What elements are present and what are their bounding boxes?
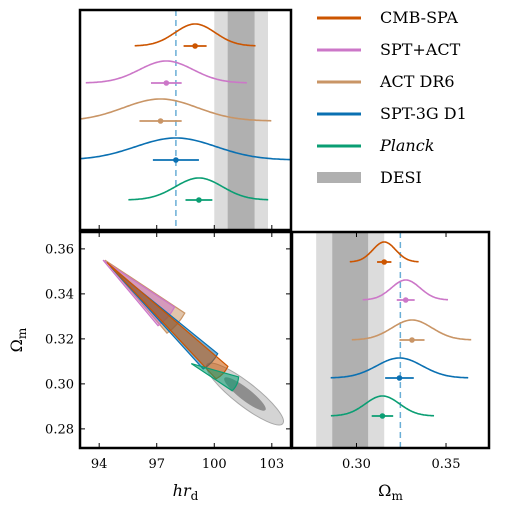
om-x-axis-title: Ωm	[378, 481, 403, 503]
hrd-marginal-curve	[134, 23, 256, 47]
contour-cmb-spa	[106, 261, 229, 380]
legend-label: ACT DR6	[379, 72, 455, 91]
hrd-tick-label: 94	[91, 457, 108, 472]
om-marginal-curve	[330, 395, 435, 417]
legend-label-desi: DESI	[380, 168, 422, 187]
hrd-marginal-curve	[85, 60, 247, 84]
om-tick-label: 0.30	[45, 377, 74, 392]
hrd-marginal-curve	[80, 98, 272, 122]
hrd-marginal-panel	[78, 8, 293, 232]
hrd-marginal-curve	[128, 177, 269, 201]
om-marginal-curve	[351, 319, 472, 341]
legend-label: CMB-SPA	[380, 8, 458, 27]
om-x-tick-label: 0.35	[432, 457, 461, 472]
om-axis-title: Ωm	[7, 327, 29, 352]
om-mean-point	[381, 259, 388, 265]
hrd-marginal-frame	[78, 8, 293, 232]
om-x-tick-label: 0.30	[342, 457, 371, 472]
legend-swatch-desi	[317, 172, 361, 183]
contour-planck	[190, 363, 240, 392]
om-tick-label: 0.32	[45, 332, 74, 347]
hrd-tick-label: 100	[202, 457, 227, 472]
hrd-mean-point	[192, 43, 198, 49]
hrd-tick-label: 103	[259, 457, 284, 472]
om-tick-label: 0.28	[45, 422, 74, 437]
om-marginal-panel: 0.30 0.35 Ωm	[290, 230, 491, 503]
legend-label: SPT+ACT	[380, 40, 461, 59]
hrd-mean-point	[173, 157, 179, 163]
om-mean-point	[379, 413, 386, 419]
hrd-mean-point	[157, 118, 164, 124]
legend: CMB-SPA SPT+ACT ACT DR6 SPT-3G D1 Planck DESI	[317, 8, 467, 187]
hrd-axis-title: hrd	[173, 481, 199, 503]
om-mean-point	[402, 297, 409, 303]
om-marginal-frame	[290, 230, 491, 450]
hrd-mean-point	[163, 80, 170, 86]
om-marginal-curve	[330, 357, 469, 379]
hrd-marginal-curve	[80, 137, 291, 161]
om-tick-label: 0.36	[45, 242, 74, 257]
om-mean-point	[396, 375, 403, 381]
hrd-mean-point	[196, 197, 202, 203]
legend-label: SPT-3G D1	[380, 104, 467, 123]
legend-label: Planck	[379, 136, 434, 155]
hrd-tick-label: 97	[148, 457, 165, 472]
om-tick-label: 0.34	[45, 287, 74, 302]
hrd-om-contour-panel: 94 97 100 103 0.28 0.30 0.32 0.34 0.36 hrd Ωm	[7, 230, 293, 503]
om-marginal-curve	[362, 279, 448, 301]
om-marginal-curve	[349, 241, 419, 263]
om-mean-point	[409, 337, 415, 343]
